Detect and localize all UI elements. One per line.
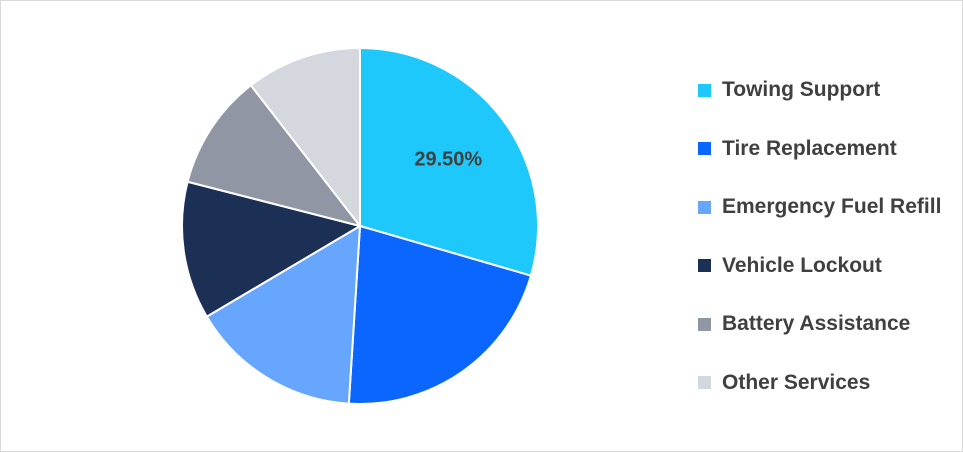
legend-label: Other Services xyxy=(722,370,871,394)
pie-data-labels: 29.50% xyxy=(414,149,482,171)
legend: Towing Support Tire Replacement Emergenc… xyxy=(698,73,941,425)
legend-swatch xyxy=(698,317,711,331)
pie-slice-towing-support[interactable] xyxy=(359,47,539,277)
legend-swatch xyxy=(698,83,711,97)
legend-label: Battery Assistance xyxy=(722,312,911,336)
legend-item[interactable]: Towing Support xyxy=(698,73,941,107)
legend-swatch xyxy=(698,200,711,214)
legend-label: Vehicle Lockout xyxy=(722,253,882,277)
legend-item[interactable]: Tire Replacement xyxy=(698,132,941,166)
pie-slice-emergency-fuel-refill[interactable] xyxy=(205,225,361,405)
legend-swatch xyxy=(698,259,711,273)
pie-slice-tire-replacement[interactable] xyxy=(347,225,532,406)
legend-item[interactable]: Vehicle Lockout xyxy=(698,249,941,283)
legend-swatch xyxy=(698,376,711,390)
legend-label: Emergency Fuel Refill xyxy=(722,195,942,219)
pie-slice-battery-assistance[interactable] xyxy=(186,84,361,227)
legend-label: Towing Support xyxy=(722,78,881,101)
legend-item[interactable]: Emergency Fuel Refill xyxy=(698,190,941,224)
legend-item[interactable]: Other Services xyxy=(698,366,941,400)
pie-slices xyxy=(181,47,539,406)
pie-slice-other-services[interactable] xyxy=(249,47,361,227)
legend-swatch xyxy=(698,142,711,156)
data-label: 29.50% xyxy=(414,149,482,171)
legend-label: Tire Replacement xyxy=(722,136,897,160)
legend-item[interactable]: Battery Assistance xyxy=(698,307,941,341)
